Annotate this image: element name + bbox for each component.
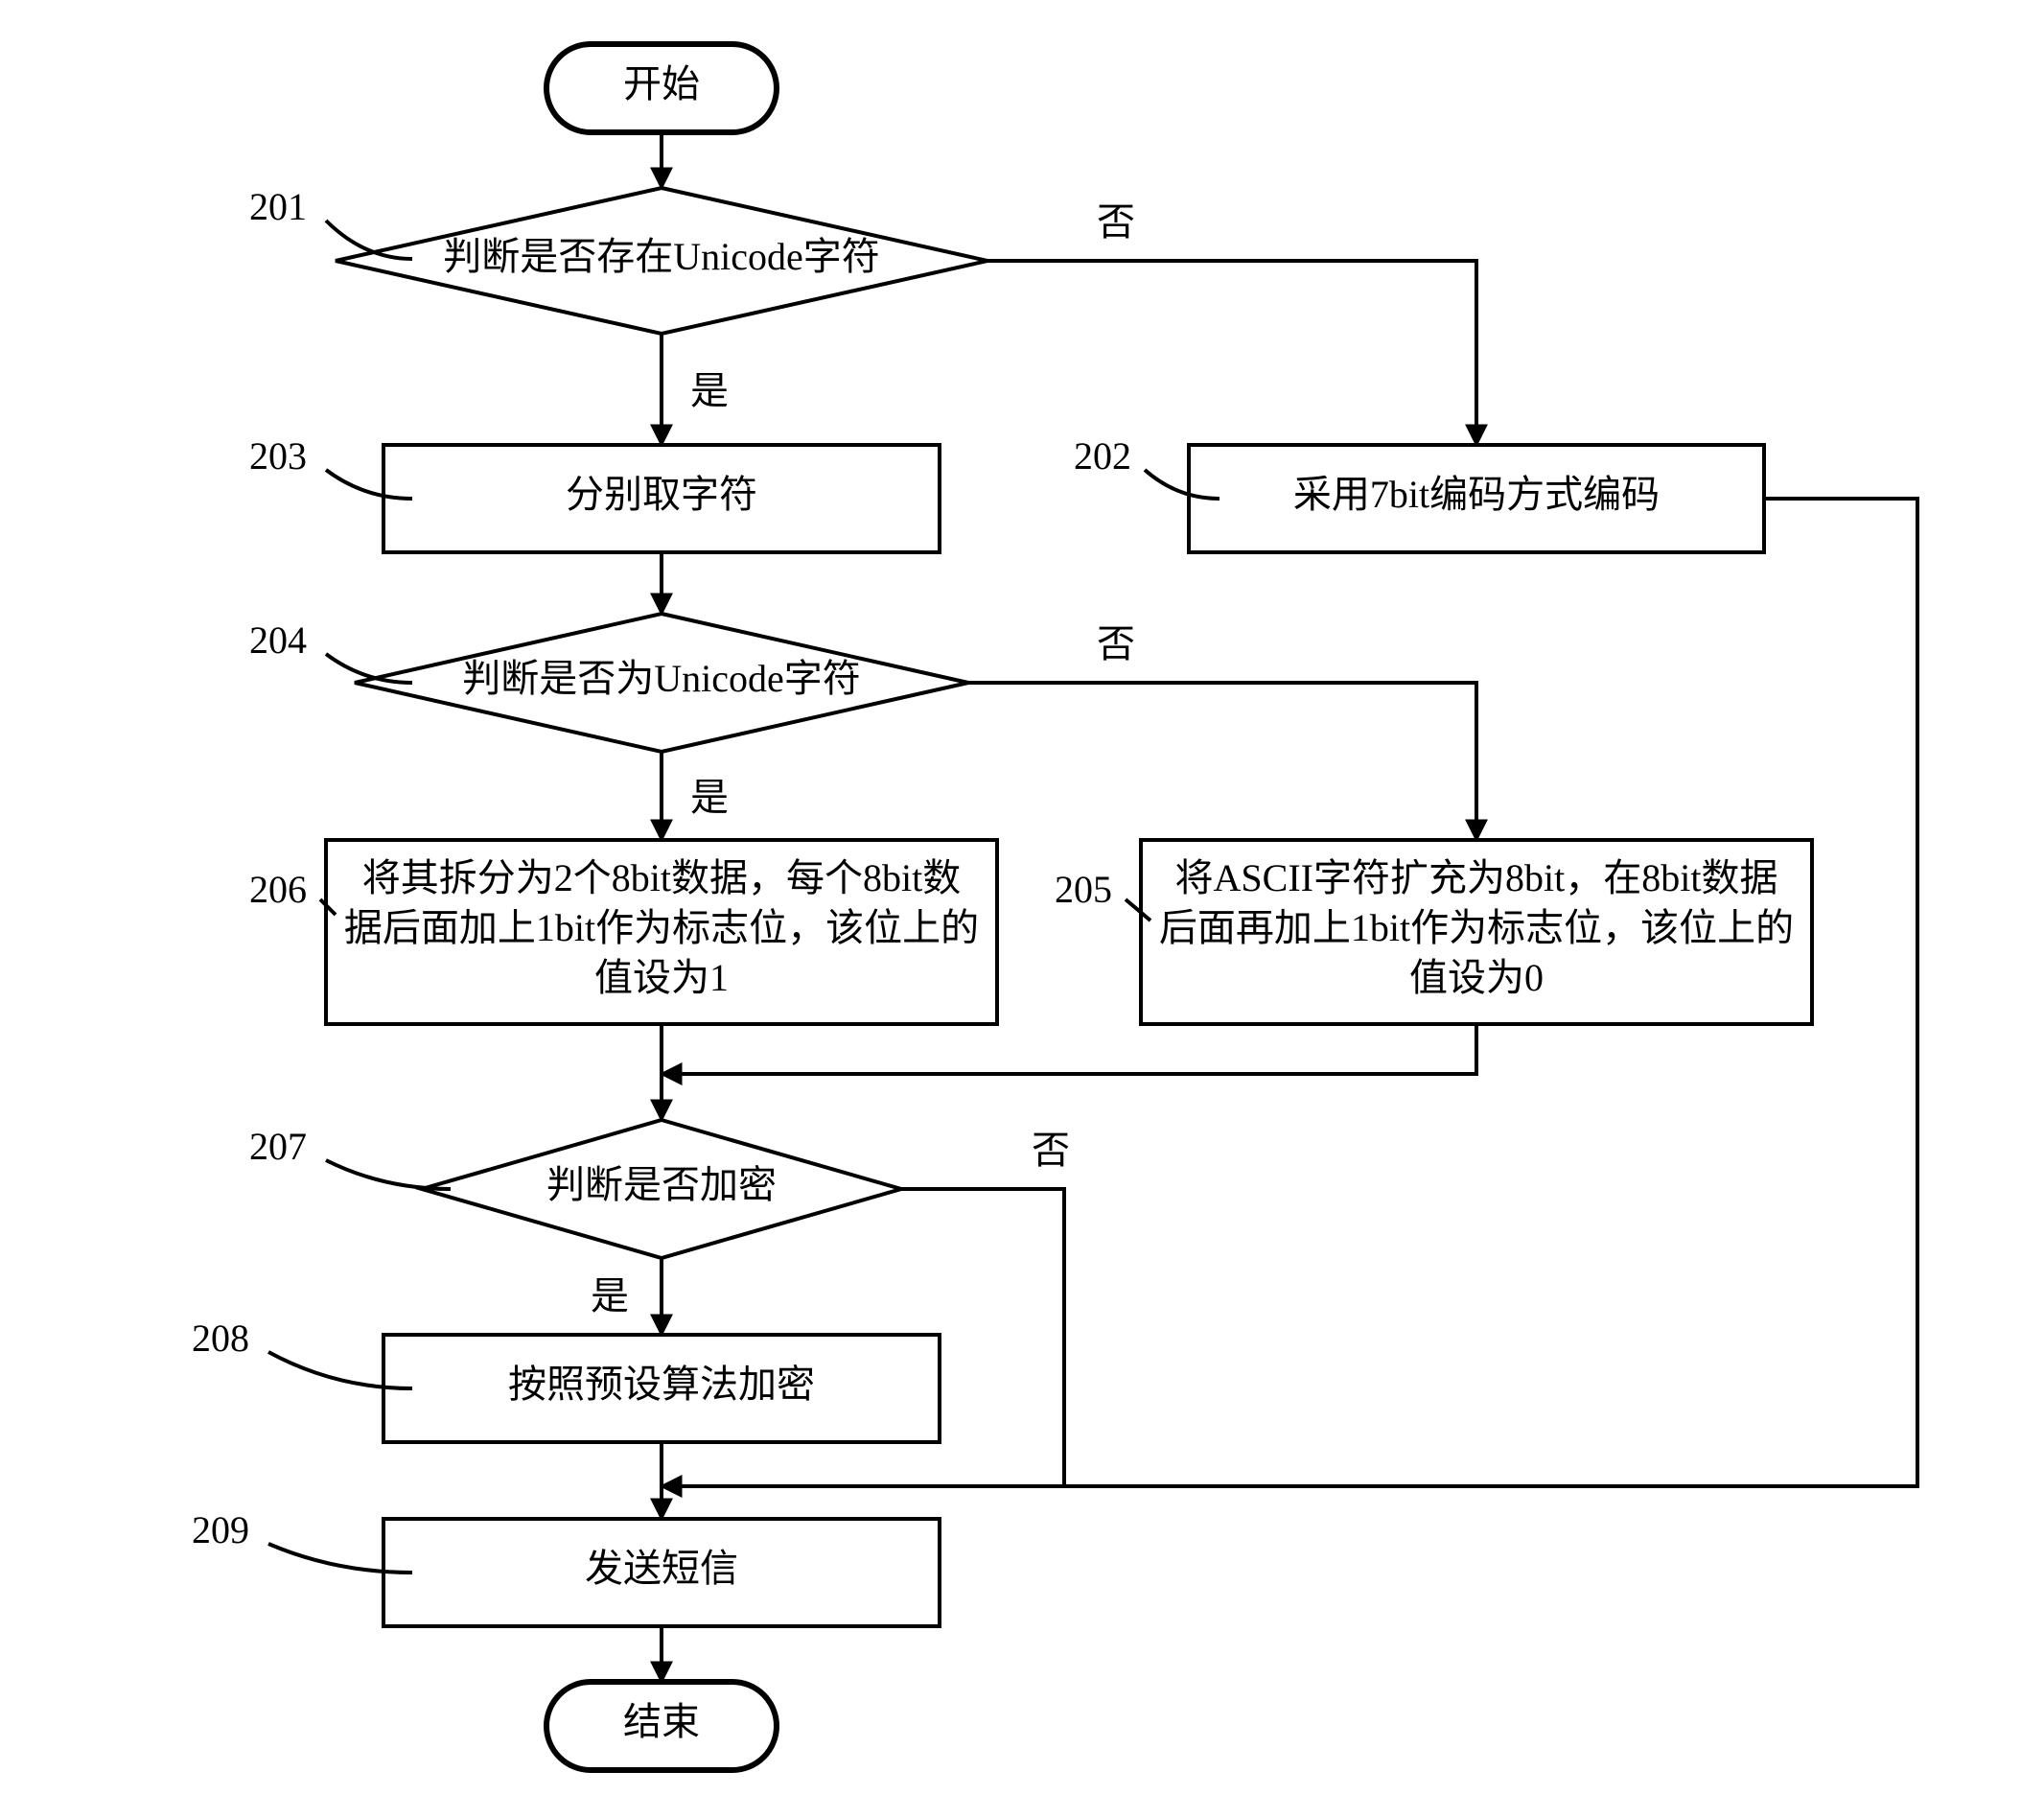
ref-207: 207: [249, 1125, 307, 1168]
node-start: 开始: [546, 44, 777, 132]
ref-202: 202: [1074, 434, 1131, 478]
ref-208: 208: [192, 1317, 249, 1360]
node-p208-text: 按照预设算法加密: [508, 1363, 815, 1406]
edge-8-label: 是: [591, 1274, 629, 1317]
node-d201: 判断是否存在Unicode字符: [336, 188, 987, 334]
ref-203-leader: [326, 470, 412, 499]
flowchart-svg: 是否是否是否开始判断是否存在Unicode字符分别取字符采用7bit编码方式编码…: [0, 0, 2044, 1795]
node-p206-text: 值设为1: [594, 956, 729, 999]
ref-206: 206: [249, 868, 307, 911]
ref-204: 204: [249, 618, 307, 662]
node-d207-text: 判断是否加密: [546, 1163, 777, 1206]
node-p206-text: 将其拆分为2个8bit数据，每个8bit数: [362, 856, 961, 899]
node-p209: 发送短信: [383, 1519, 940, 1626]
node-end: 结束: [546, 1682, 777, 1770]
edge-4-label: 是: [690, 776, 729, 819]
node-p209-text: 发送短信: [585, 1547, 738, 1590]
node-d201-text: 判断是否存在Unicode字符: [443, 235, 880, 278]
edge-9-label: 否: [1032, 1129, 1070, 1172]
node-p205-text: 将ASCII字符扩充为8bit，在8bit数据: [1175, 856, 1778, 899]
node-p206: 将其拆分为2个8bit数据，每个8bit数据后面加上1bit作为标志位，该位上的…: [326, 840, 997, 1024]
ref-205: 205: [1055, 868, 1112, 911]
node-p202-text: 采用7bit编码方式编码: [1293, 473, 1660, 516]
edge-7: [662, 1024, 1476, 1074]
ref-209-leader: [268, 1544, 412, 1573]
ref-209: 209: [192, 1508, 249, 1551]
node-d207: 判断是否加密: [422, 1120, 901, 1258]
ref-202-leader: [1145, 470, 1219, 499]
node-p205-text: 值设为0: [1409, 956, 1544, 999]
edge-5-label: 否: [1097, 622, 1135, 665]
ref-205-leader: [1126, 899, 1150, 921]
node-p203-text: 分别取字符: [566, 473, 757, 516]
node-p205: 将ASCII字符扩充为8bit，在8bit数据后面再加上1bit作为标志位，该位…: [1141, 840, 1812, 1024]
node-p203: 分别取字符: [383, 445, 940, 552]
node-p202: 采用7bit编码方式编码: [1189, 445, 1764, 552]
edge-2-label: 否: [1097, 200, 1135, 244]
edge-2: [987, 261, 1476, 445]
node-d204: 判断是否为Unicode字符: [355, 614, 968, 752]
edge-1-label: 是: [690, 369, 729, 412]
node-p208: 按照预设算法加密: [383, 1335, 940, 1442]
ref-201: 201: [249, 185, 307, 228]
node-end-text: 结束: [623, 1700, 700, 1743]
edge-5: [968, 683, 1476, 840]
node-p205-text: 后面再加上1bit作为标志位，该位上的: [1159, 906, 1794, 949]
node-d204-text: 判断是否为Unicode字符: [462, 657, 861, 700]
node-start-text: 开始: [623, 62, 700, 105]
node-p206-text: 据后面加上1bit作为标志位，该位上的: [344, 906, 979, 949]
ref-208-leader: [268, 1352, 412, 1388]
ref-203: 203: [249, 434, 307, 478]
